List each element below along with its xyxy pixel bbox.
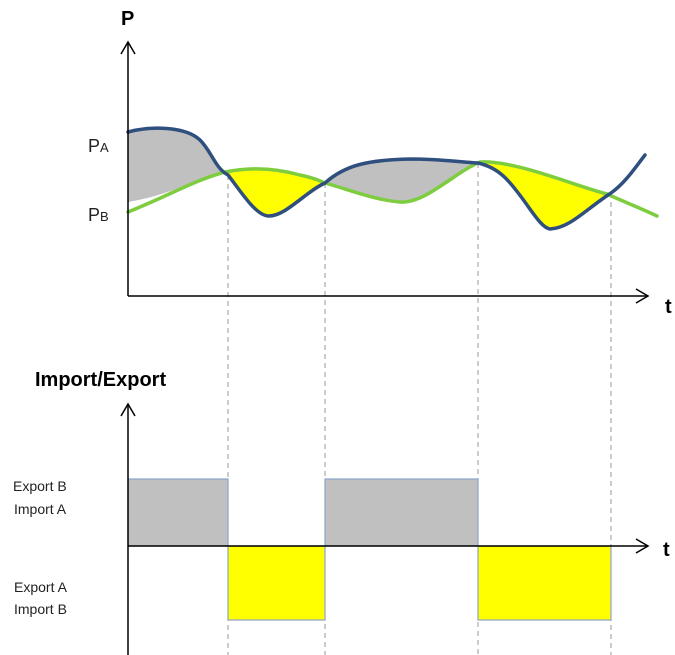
top-axes <box>120 40 650 304</box>
bottom-y-axis-title: Import/Export <box>35 369 166 391</box>
level-a-label: PA <box>88 136 109 156</box>
level-b-main: P <box>88 205 100 225</box>
bottom-x-axis-title: t <box>663 539 670 561</box>
curve-a <box>126 126 647 231</box>
export-a-import-b-block <box>227 545 326 621</box>
exchange-blocks <box>127 478 612 621</box>
top-y-axis-title: P <box>121 8 134 30</box>
bottom-y-arrowhead <box>120 402 136 417</box>
difference-fills <box>128 128 611 229</box>
deficit-region <box>128 161 611 229</box>
level-a-main: P <box>88 136 100 156</box>
top-x-arrowhead <box>635 288 650 304</box>
export-a-import-b-block <box>477 545 612 621</box>
bottom-axes <box>120 402 650 655</box>
bottom-x-arrowhead <box>635 538 650 554</box>
export-b-import-a-block <box>127 478 229 547</box>
export-b-import-a-block <box>324 478 479 547</box>
lower-state-line1: Export A <box>14 579 68 595</box>
top-x-axis-title: t <box>665 296 672 318</box>
level-b-sub: B <box>100 209 109 224</box>
upper-state-line1: Export B <box>13 478 67 494</box>
level-b-label: PB <box>88 205 109 225</box>
level-a-sub: A <box>100 140 109 155</box>
upper-state-line2: Import A <box>14 501 67 517</box>
top-y-arrowhead <box>120 40 136 55</box>
lower-state-line2: Import B <box>14 601 67 617</box>
